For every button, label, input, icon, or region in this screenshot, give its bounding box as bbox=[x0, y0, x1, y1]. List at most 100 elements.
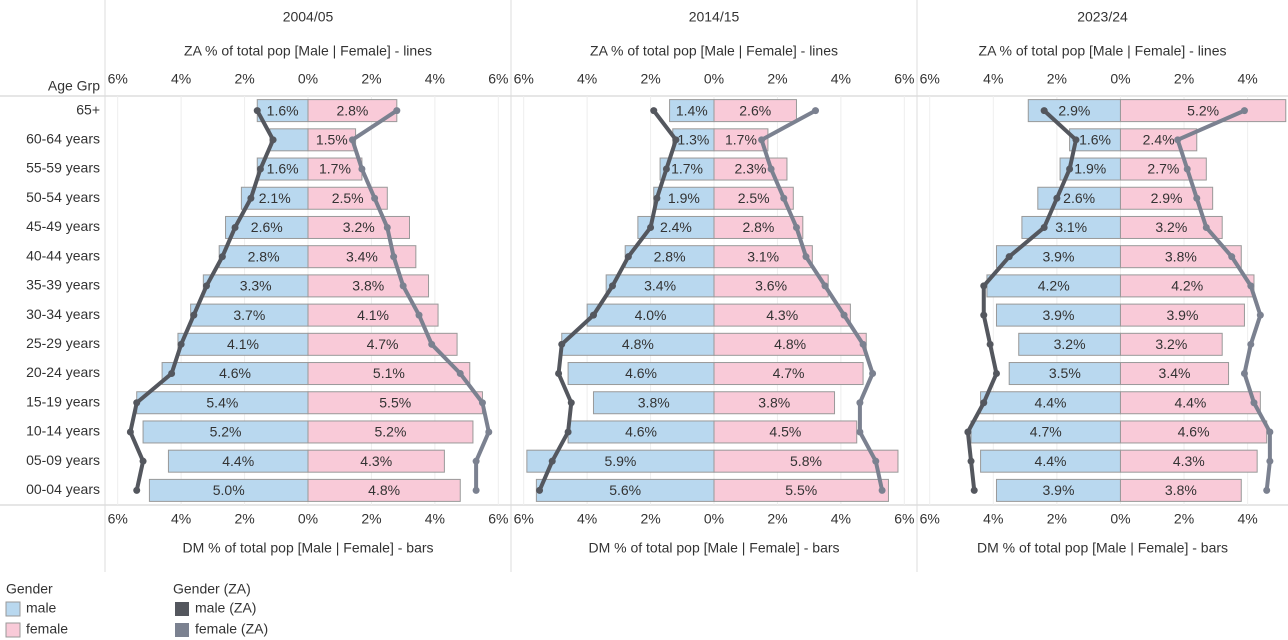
legend-swatch bbox=[175, 623, 189, 637]
data-label: 1.4% bbox=[676, 102, 708, 118]
line-point bbox=[1066, 165, 1074, 173]
x-tick-label: 0% bbox=[704, 71, 724, 87]
data-label: 3.2% bbox=[1054, 336, 1086, 352]
line-point bbox=[1247, 282, 1255, 290]
line-point bbox=[348, 136, 356, 144]
data-label: 2.5% bbox=[332, 190, 364, 206]
data-label: 3.4% bbox=[1159, 365, 1191, 381]
axis-title: ZA % of total pop [Male | Female] - line… bbox=[590, 43, 838, 59]
x-tick-label: 2% bbox=[767, 511, 787, 527]
line-point bbox=[168, 370, 176, 378]
data-label: 4.7% bbox=[773, 365, 805, 381]
row-header: Age Grp bbox=[48, 78, 100, 94]
bar bbox=[713, 391, 836, 415]
data-label: 4.1% bbox=[357, 307, 389, 323]
data-label: 2.6% bbox=[739, 102, 771, 118]
legend-swatch bbox=[175, 602, 189, 616]
bar bbox=[307, 449, 445, 473]
row-label: 05-09 years bbox=[26, 452, 100, 468]
x-tick-label: 2% bbox=[361, 71, 381, 87]
line-point bbox=[247, 194, 255, 202]
x-tick-label: 4% bbox=[1238, 511, 1258, 527]
data-label: 5.2% bbox=[1187, 102, 1219, 118]
data-label: 4.6% bbox=[625, 424, 657, 440]
data-label: 3.4% bbox=[346, 248, 378, 264]
data-label: 1.6% bbox=[1079, 132, 1111, 148]
x-tick-label: 0% bbox=[704, 511, 724, 527]
line-point bbox=[177, 340, 185, 348]
x-tick-label: 4% bbox=[171, 71, 191, 87]
legend-swatch bbox=[5, 601, 21, 617]
bar bbox=[1119, 449, 1258, 473]
row-label: 15-19 years bbox=[26, 393, 100, 409]
data-label: 4.4% bbox=[1035, 394, 1067, 410]
line-point bbox=[869, 370, 877, 378]
x-tick-label: 6% bbox=[108, 511, 128, 527]
line-point bbox=[1240, 107, 1248, 115]
line-point bbox=[758, 136, 766, 144]
line-point bbox=[269, 136, 277, 144]
data-label: 1.9% bbox=[668, 190, 700, 206]
line-point bbox=[1256, 311, 1264, 319]
row-label: 40-44 years bbox=[26, 247, 100, 263]
line-point bbox=[218, 253, 226, 261]
row-label: 55-59 years bbox=[26, 160, 100, 176]
data-label: 3.1% bbox=[747, 248, 779, 264]
x-tick-label: 4% bbox=[831, 511, 851, 527]
line-point bbox=[478, 399, 486, 407]
line-point bbox=[767, 165, 775, 173]
line-point bbox=[399, 282, 407, 290]
line-point bbox=[133, 486, 141, 494]
line-point bbox=[558, 340, 566, 348]
line-point bbox=[802, 253, 810, 261]
x-tick-label: 2% bbox=[1174, 71, 1194, 87]
data-label: 2.7% bbox=[1147, 161, 1179, 177]
data-label: 3.1% bbox=[1055, 219, 1087, 235]
data-label: 3.8% bbox=[638, 394, 670, 410]
legend-title: Gender (ZA) bbox=[173, 581, 251, 597]
row-label: 45-49 years bbox=[26, 218, 100, 234]
data-label: 3.3% bbox=[240, 278, 272, 294]
line-point bbox=[472, 486, 480, 494]
line-point bbox=[1053, 194, 1061, 202]
line-point bbox=[872, 457, 880, 465]
row-label: 60-64 years bbox=[26, 131, 100, 147]
row-label: 65+ bbox=[76, 101, 100, 117]
x-tick-label: 2% bbox=[234, 71, 254, 87]
data-label: 4.6% bbox=[1178, 424, 1210, 440]
data-label: 1.9% bbox=[1074, 161, 1106, 177]
line-point bbox=[190, 311, 198, 319]
bar bbox=[713, 303, 851, 327]
row-label: 30-34 years bbox=[26, 306, 100, 322]
line-point bbox=[393, 107, 401, 115]
data-label: 4.4% bbox=[222, 453, 254, 469]
data-label: 5.5% bbox=[379, 394, 411, 410]
x-tick-label: 4% bbox=[983, 71, 1003, 87]
data-label: 2.8% bbox=[742, 219, 774, 235]
data-label: 5.5% bbox=[785, 482, 817, 498]
x-tick-label: 2% bbox=[640, 71, 660, 87]
line-point bbox=[256, 165, 264, 173]
line-point bbox=[1240, 370, 1248, 378]
line-point bbox=[980, 399, 988, 407]
line-point bbox=[1228, 253, 1236, 261]
legend-label: female bbox=[26, 621, 68, 637]
line-point bbox=[967, 457, 975, 465]
line-point bbox=[980, 311, 988, 319]
row-label: 20-24 years bbox=[26, 364, 100, 380]
data-label: 1.6% bbox=[267, 102, 299, 118]
data-label: 2.5% bbox=[738, 190, 770, 206]
data-label: 3.8% bbox=[352, 278, 384, 294]
x-tick-label: 4% bbox=[831, 71, 851, 87]
bar bbox=[1119, 99, 1287, 123]
line-point bbox=[390, 253, 398, 261]
line-point bbox=[126, 428, 134, 436]
data-label: 3.9% bbox=[1043, 482, 1075, 498]
line-point bbox=[567, 399, 575, 407]
axis-title: ZA % of total pop [Male | Female] - line… bbox=[979, 43, 1227, 59]
data-label: 5.9% bbox=[604, 453, 636, 469]
bar bbox=[1119, 478, 1242, 502]
line-point bbox=[555, 370, 563, 378]
line-point bbox=[485, 428, 493, 436]
